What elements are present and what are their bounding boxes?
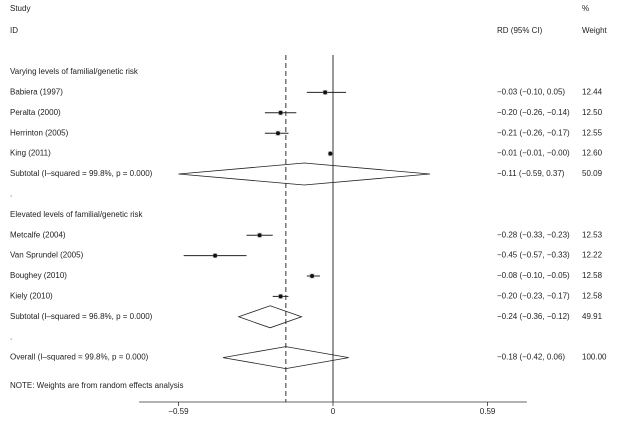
group-label: Varying levels of familial/genetic risk <box>10 67 139 76</box>
group-label: Elevated levels of familial/genetic risk <box>10 210 144 219</box>
point-estimate <box>278 110 283 115</box>
study-name: Overall (I–squared = 99.8%, p = 0.000) <box>10 353 149 362</box>
study-name: Subtotal (I–squared = 99.8%, p = 0.000) <box>10 169 153 178</box>
point-estimate <box>213 253 218 258</box>
ci-label: −0.01 (−0.01, −0.00) <box>497 149 570 158</box>
weight-label: 12.44 <box>582 88 603 97</box>
study-name: Boughey (2010) <box>10 271 67 280</box>
header-study: Study <box>10 4 30 13</box>
ci-label: −0.08 (−0.10, −0.05) <box>497 271 570 280</box>
ci-label: −0.28 (−0.33, −0.23) <box>497 230 570 239</box>
point-estimate <box>278 294 283 299</box>
study-name: King (2011) <box>10 149 51 158</box>
study-name: Metcalfe (2004) <box>10 230 66 239</box>
header-id: ID <box>10 26 18 35</box>
ci-label: −0.20 (−0.23, −0.17) <box>497 292 570 301</box>
ci-label: −0.03 (−0.10, 0.05) <box>497 88 565 97</box>
weight-label: 100.00 <box>582 353 607 362</box>
study-name: Peralta (2000) <box>10 108 61 117</box>
point-estimate <box>310 274 315 278</box>
diamond <box>178 162 430 186</box>
ci-label: −0.20 (−0.26, −0.14) <box>497 108 570 117</box>
ci-label: −0.18 (−0.42, 0.06) <box>497 353 565 362</box>
weight-label: 12.58 <box>582 292 603 301</box>
x-tick-label: 0 <box>331 407 336 416</box>
point-estimate <box>328 151 333 156</box>
ci-label: −0.45 (−0.57, −0.33) <box>497 251 570 260</box>
diamond <box>222 346 349 370</box>
study-name: Herrinton (2005) <box>10 128 69 137</box>
weight-label: 12.50 <box>582 108 603 117</box>
study-name: Kiely (2010) <box>10 292 53 301</box>
weight-label: 50.09 <box>582 169 603 178</box>
weight-label: 49.91 <box>582 312 603 321</box>
study-name: Babiera (1997) <box>10 88 63 97</box>
header-weight: Weight <box>582 26 608 35</box>
x-tick-label: 0.59 <box>480 407 496 416</box>
study-name: Van Sprundel (2005) <box>10 251 84 260</box>
study-name: Subtotal (I–squared = 96.8%, p = 0.000) <box>10 312 153 321</box>
spacer: . <box>10 190 12 199</box>
note: NOTE: Weights are from random effects an… <box>10 381 184 390</box>
diamond <box>237 305 303 329</box>
header-pct: % <box>582 4 589 13</box>
header-rd: RD (95% CI) <box>497 26 543 35</box>
spacer: . <box>10 332 12 341</box>
weight-label: 12.53 <box>582 230 603 239</box>
ci-label: −0.11 (−0.59, 0.37) <box>497 169 565 178</box>
weight-label: 12.55 <box>582 128 603 137</box>
weight-label: 12.58 <box>582 271 603 280</box>
ci-label: −0.21 (−0.26, −0.17) <box>497 128 570 137</box>
weight-label: 12.22 <box>582 251 603 260</box>
weight-label: 12.60 <box>582 149 603 158</box>
ci-label: −0.24 (−0.36, −0.12) <box>497 312 570 321</box>
point-estimate <box>257 233 262 238</box>
point-estimate <box>323 90 328 95</box>
point-estimate <box>275 131 280 136</box>
x-tick-label: −0.59 <box>168 407 189 416</box>
